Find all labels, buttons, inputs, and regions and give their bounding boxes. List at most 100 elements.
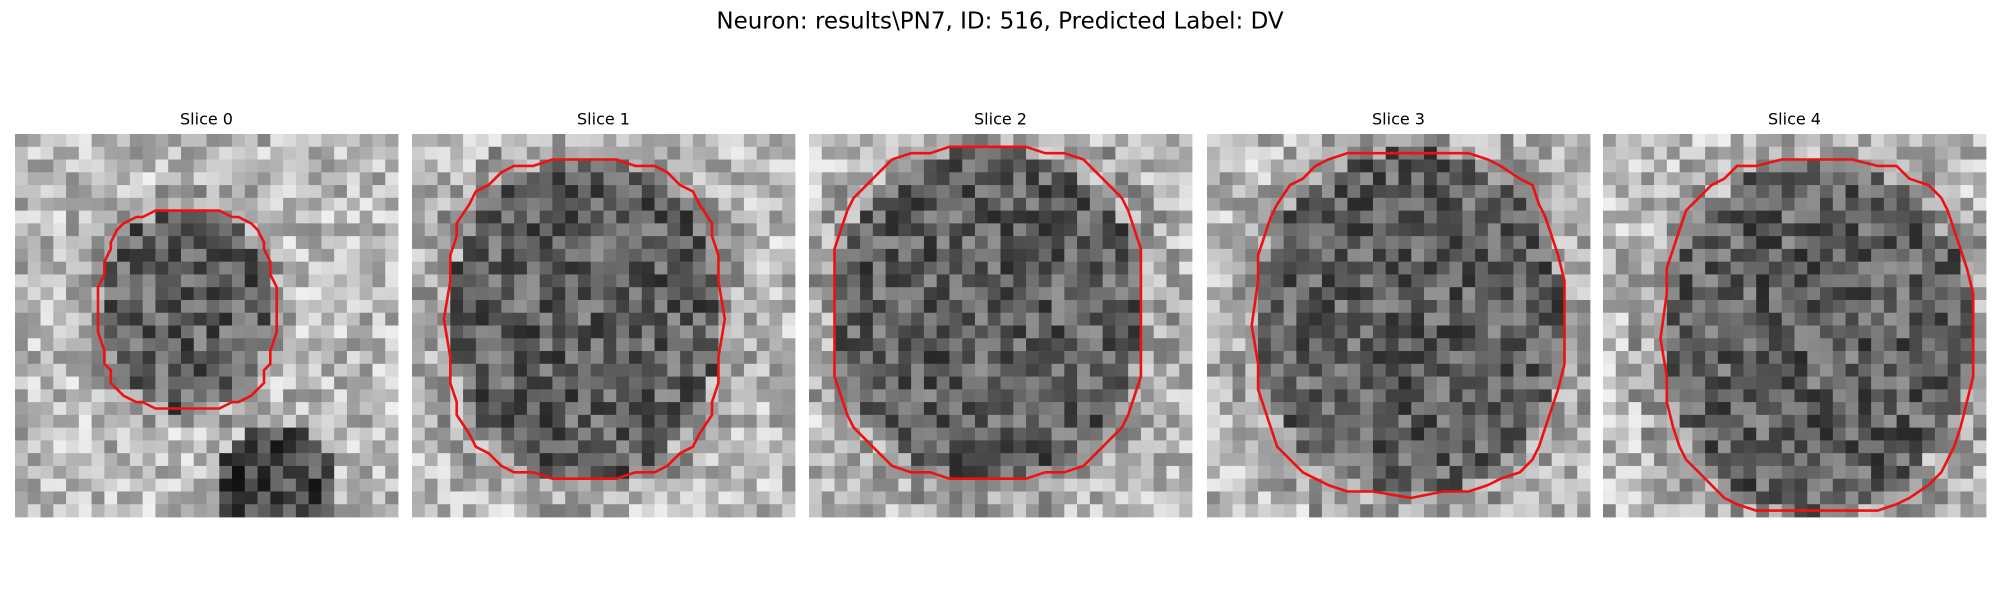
pixel [834, 146, 848, 160]
pixel [756, 223, 770, 237]
pixel [1730, 376, 1744, 390]
pixel [1487, 223, 1502, 237]
pixel [1794, 248, 1808, 263]
pixel [1500, 287, 1514, 301]
pixel [1513, 363, 1527, 377]
pixel [821, 440, 835, 454]
pixel [1089, 274, 1104, 288]
pixel [718, 274, 732, 288]
pixel [321, 440, 335, 454]
pixel [1360, 134, 1374, 148]
pixel [27, 376, 41, 390]
pixel [463, 453, 477, 467]
pixel [257, 261, 271, 275]
pixel [1717, 427, 1732, 441]
pixel [936, 389, 950, 403]
pixel [1603, 414, 1617, 429]
pixel [1360, 491, 1374, 505]
pixel [1947, 185, 1961, 199]
pixel [603, 491, 617, 505]
pixel [1807, 376, 1821, 390]
pixel [949, 414, 963, 429]
pixel [1947, 338, 1961, 352]
pixel [1153, 185, 1167, 199]
pixel [603, 363, 617, 377]
pixel [1654, 223, 1668, 237]
pixel [860, 491, 874, 505]
pixel [1475, 414, 1489, 429]
pixel [117, 159, 131, 173]
pixel [885, 504, 899, 518]
pixel [514, 325, 528, 339]
pixel [962, 185, 976, 199]
pixel [692, 236, 707, 250]
pixel [1909, 236, 1923, 250]
pixel [283, 210, 297, 224]
pixel [743, 440, 758, 454]
pixel [283, 465, 297, 480]
pixel [1140, 465, 1155, 480]
pixel [809, 236, 823, 250]
pixel [834, 465, 848, 480]
pixel [219, 172, 233, 186]
pixel [1360, 210, 1374, 224]
pixel [359, 134, 373, 148]
pixel [641, 453, 655, 467]
pixel [1347, 389, 1361, 403]
pixel [346, 223, 361, 237]
pixel [1820, 185, 1834, 199]
pixel [1756, 210, 1770, 224]
pixel [1973, 453, 1987, 467]
pixel [1654, 274, 1668, 288]
pixel [424, 236, 438, 250]
pixel [565, 312, 579, 326]
pixel [1807, 338, 1821, 352]
pixel [1909, 402, 1923, 416]
pixel [1692, 351, 1706, 365]
pixel [1577, 146, 1591, 160]
pixel [27, 325, 41, 339]
pixel [756, 159, 770, 173]
pixel [1245, 427, 1259, 441]
pixel [1115, 159, 1129, 173]
pixel [834, 248, 848, 263]
pixel [1692, 287, 1706, 301]
pixel [488, 338, 502, 352]
pixel [1347, 172, 1361, 186]
pixel [1526, 414, 1540, 429]
pixel [834, 414, 848, 429]
pixel [1385, 338, 1399, 352]
pixel [1730, 338, 1744, 352]
pixel [66, 185, 80, 199]
pixel [1603, 376, 1617, 390]
pixel [412, 299, 426, 314]
contour [833, 145, 1143, 481]
pixel [385, 453, 399, 467]
pixel [629, 440, 643, 454]
pixel [1038, 478, 1052, 492]
panel-title: Slice 4 [1768, 110, 1821, 129]
pixel [911, 274, 925, 288]
pixel [552, 351, 566, 365]
pixel [1947, 248, 1961, 263]
pixel [295, 453, 310, 467]
pixel [1385, 363, 1399, 377]
pixel [1102, 338, 1116, 352]
pixel [680, 402, 694, 416]
pixel [756, 134, 770, 148]
pixel [565, 261, 579, 275]
pixel [692, 363, 707, 377]
pixel [1258, 274, 1272, 288]
pixel [1219, 453, 1233, 467]
pixel [412, 351, 426, 365]
pixel [1385, 134, 1399, 148]
pixel [180, 363, 195, 377]
pixel [1013, 197, 1027, 211]
pixel [885, 325, 899, 339]
pixel [66, 134, 80, 148]
pixel [104, 478, 118, 492]
pixel [372, 478, 386, 492]
pixel [1398, 159, 1412, 173]
pixel [180, 504, 195, 518]
pixel [244, 478, 258, 492]
